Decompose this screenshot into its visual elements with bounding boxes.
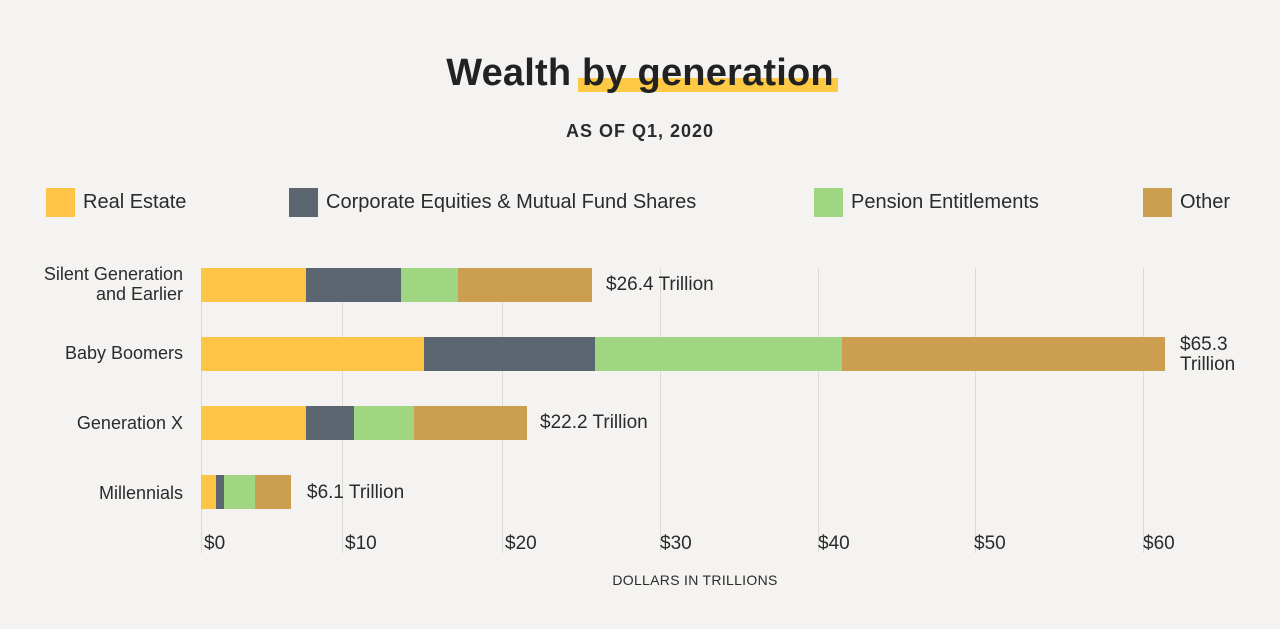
bar-segment-corporate-equities: [306, 406, 354, 440]
bar-segment-real-estate: [201, 268, 306, 302]
legend-item-corporate-equities: Corporate Equities & Mutual Fund Shares: [289, 187, 696, 217]
chart-title: Wealth by generation: [446, 52, 834, 95]
x-tick: $0: [204, 533, 226, 554]
legend-label: Real Estate: [83, 190, 187, 213]
x-tick: $40: [818, 533, 850, 554]
row-label-line: and Earlier: [95, 284, 183, 304]
total-label-line: Trillion: [1180, 354, 1236, 375]
bar-segment-pension: [401, 268, 458, 302]
row-label-generation-x: Generation X: [76, 413, 183, 433]
legend-swatch-other: [1143, 187, 1172, 217]
bar-silent-generation: [201, 268, 592, 302]
bar-segment-real-estate: [201, 475, 216, 509]
x-tick: $20: [505, 533, 537, 554]
gridline: [660, 268, 661, 553]
bar-segment-corporate-equities: [216, 475, 224, 509]
legend-item-real-estate: Real Estate: [46, 187, 186, 217]
total-label-generation-x: $22.2 Trillion: [540, 412, 648, 433]
total-label-line: $65.3: [1180, 334, 1228, 355]
x-tick: $10: [345, 533, 377, 554]
row-label-millennials: Millennials: [98, 483, 183, 503]
bar-generation-x: [201, 406, 527, 440]
legend-swatch-real-estate: [46, 187, 75, 217]
bar-segment-other: [414, 406, 527, 440]
legend-item-pension: Pension Entitlements: [814, 187, 1039, 217]
bar-segment-pension: [354, 406, 414, 440]
title-highlight: by generation: [582, 52, 834, 94]
row-label-silent-generation: Silent Generation and Earlier: [44, 264, 183, 304]
legend-label: Pension Entitlements: [851, 190, 1039, 213]
x-axis-label: DOLLARS IN TRILLIONS: [612, 572, 778, 588]
bar-segment-corporate-equities: [424, 337, 595, 371]
chart-subtitle: AS OF Q1, 2020: [565, 121, 715, 141]
bar-segment-real-estate: [201, 406, 306, 440]
legend-swatch-corporate-equities: [289, 187, 318, 217]
total-label-silent-generation: $26.4 Trillion: [606, 274, 714, 295]
bar-segment-other: [458, 268, 592, 302]
row-label-line: Silent Generation: [43, 264, 183, 284]
bar-segment-other: [255, 475, 291, 509]
bar-segment-other: [842, 337, 1165, 371]
title-part1: Wealth: [446, 52, 572, 94]
legend-item-other: Other: [1143, 187, 1230, 217]
gridline: [818, 268, 819, 553]
x-tick: $50: [974, 533, 1006, 554]
bar-baby-boomers: [201, 337, 1165, 371]
legend-label: Corporate Equities & Mutual Fund Shares: [326, 190, 697, 213]
chart-title-wrap: Wealth by generation: [0, 52, 1280, 95]
total-label-millennials: $6.1 Trillion: [307, 482, 405, 503]
bar-segment-pension: [595, 337, 842, 371]
bar-segment-pension: [224, 475, 255, 509]
x-tick: $60: [1143, 533, 1175, 554]
bar-segment-corporate-equities: [306, 268, 401, 302]
total-label-baby-boomers: $65.3 Trillion: [1180, 335, 1235, 375]
bar-segment-real-estate: [201, 337, 424, 371]
x-tick: $30: [660, 533, 692, 554]
gridline: [975, 268, 976, 553]
bar-millennials: [201, 475, 291, 509]
legend-label: Other: [1180, 190, 1231, 213]
row-label-baby-boomers: Baby Boomers: [64, 343, 183, 363]
legend: Real Estate Corporate Equities & Mutual …: [0, 187, 1280, 217]
gridline: [1143, 268, 1144, 553]
legend-swatch-pension: [814, 187, 843, 217]
